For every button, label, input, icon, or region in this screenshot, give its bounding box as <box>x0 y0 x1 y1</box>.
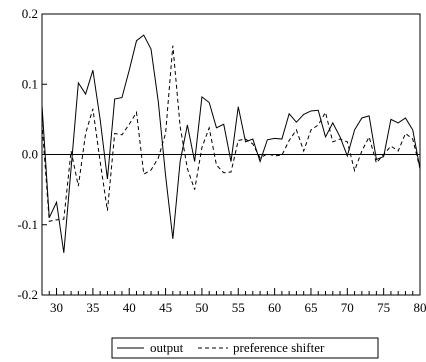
x-tick-label: 30 <box>50 300 63 315</box>
x-tick-label: 70 <box>341 300 354 315</box>
x-tick-label: 40 <box>123 300 136 315</box>
x-tick-label: 65 <box>304 300 317 315</box>
x-tick-label: 45 <box>159 300 172 315</box>
series-line-output <box>41 34 421 253</box>
x-tick-label: 55 <box>232 300 245 315</box>
legend: output preference shifter <box>111 337 379 359</box>
x-tick-label: 75 <box>377 300 390 315</box>
x-tick-label: 50 <box>195 300 208 315</box>
y-tick-label: 0.0 <box>22 147 38 162</box>
legend-label-preference-shifter: preference shifter <box>233 340 325 355</box>
y-tick-label: -0.1 <box>17 217 38 232</box>
y-tick-label: 0.1 <box>22 76 38 91</box>
plot-frame <box>41 13 421 296</box>
series-line-preference-shifter <box>41 45 421 222</box>
y-tick-label: -0.2 <box>17 287 38 302</box>
legend-box <box>111 337 379 359</box>
x-tick-label: 80 <box>414 300 426 315</box>
legend-label-output: output <box>150 340 184 355</box>
y-tick-label: 0.2 <box>22 6 38 21</box>
x-tick-label: 35 <box>86 300 99 315</box>
x-tick-label: 60 <box>268 300 281 315</box>
